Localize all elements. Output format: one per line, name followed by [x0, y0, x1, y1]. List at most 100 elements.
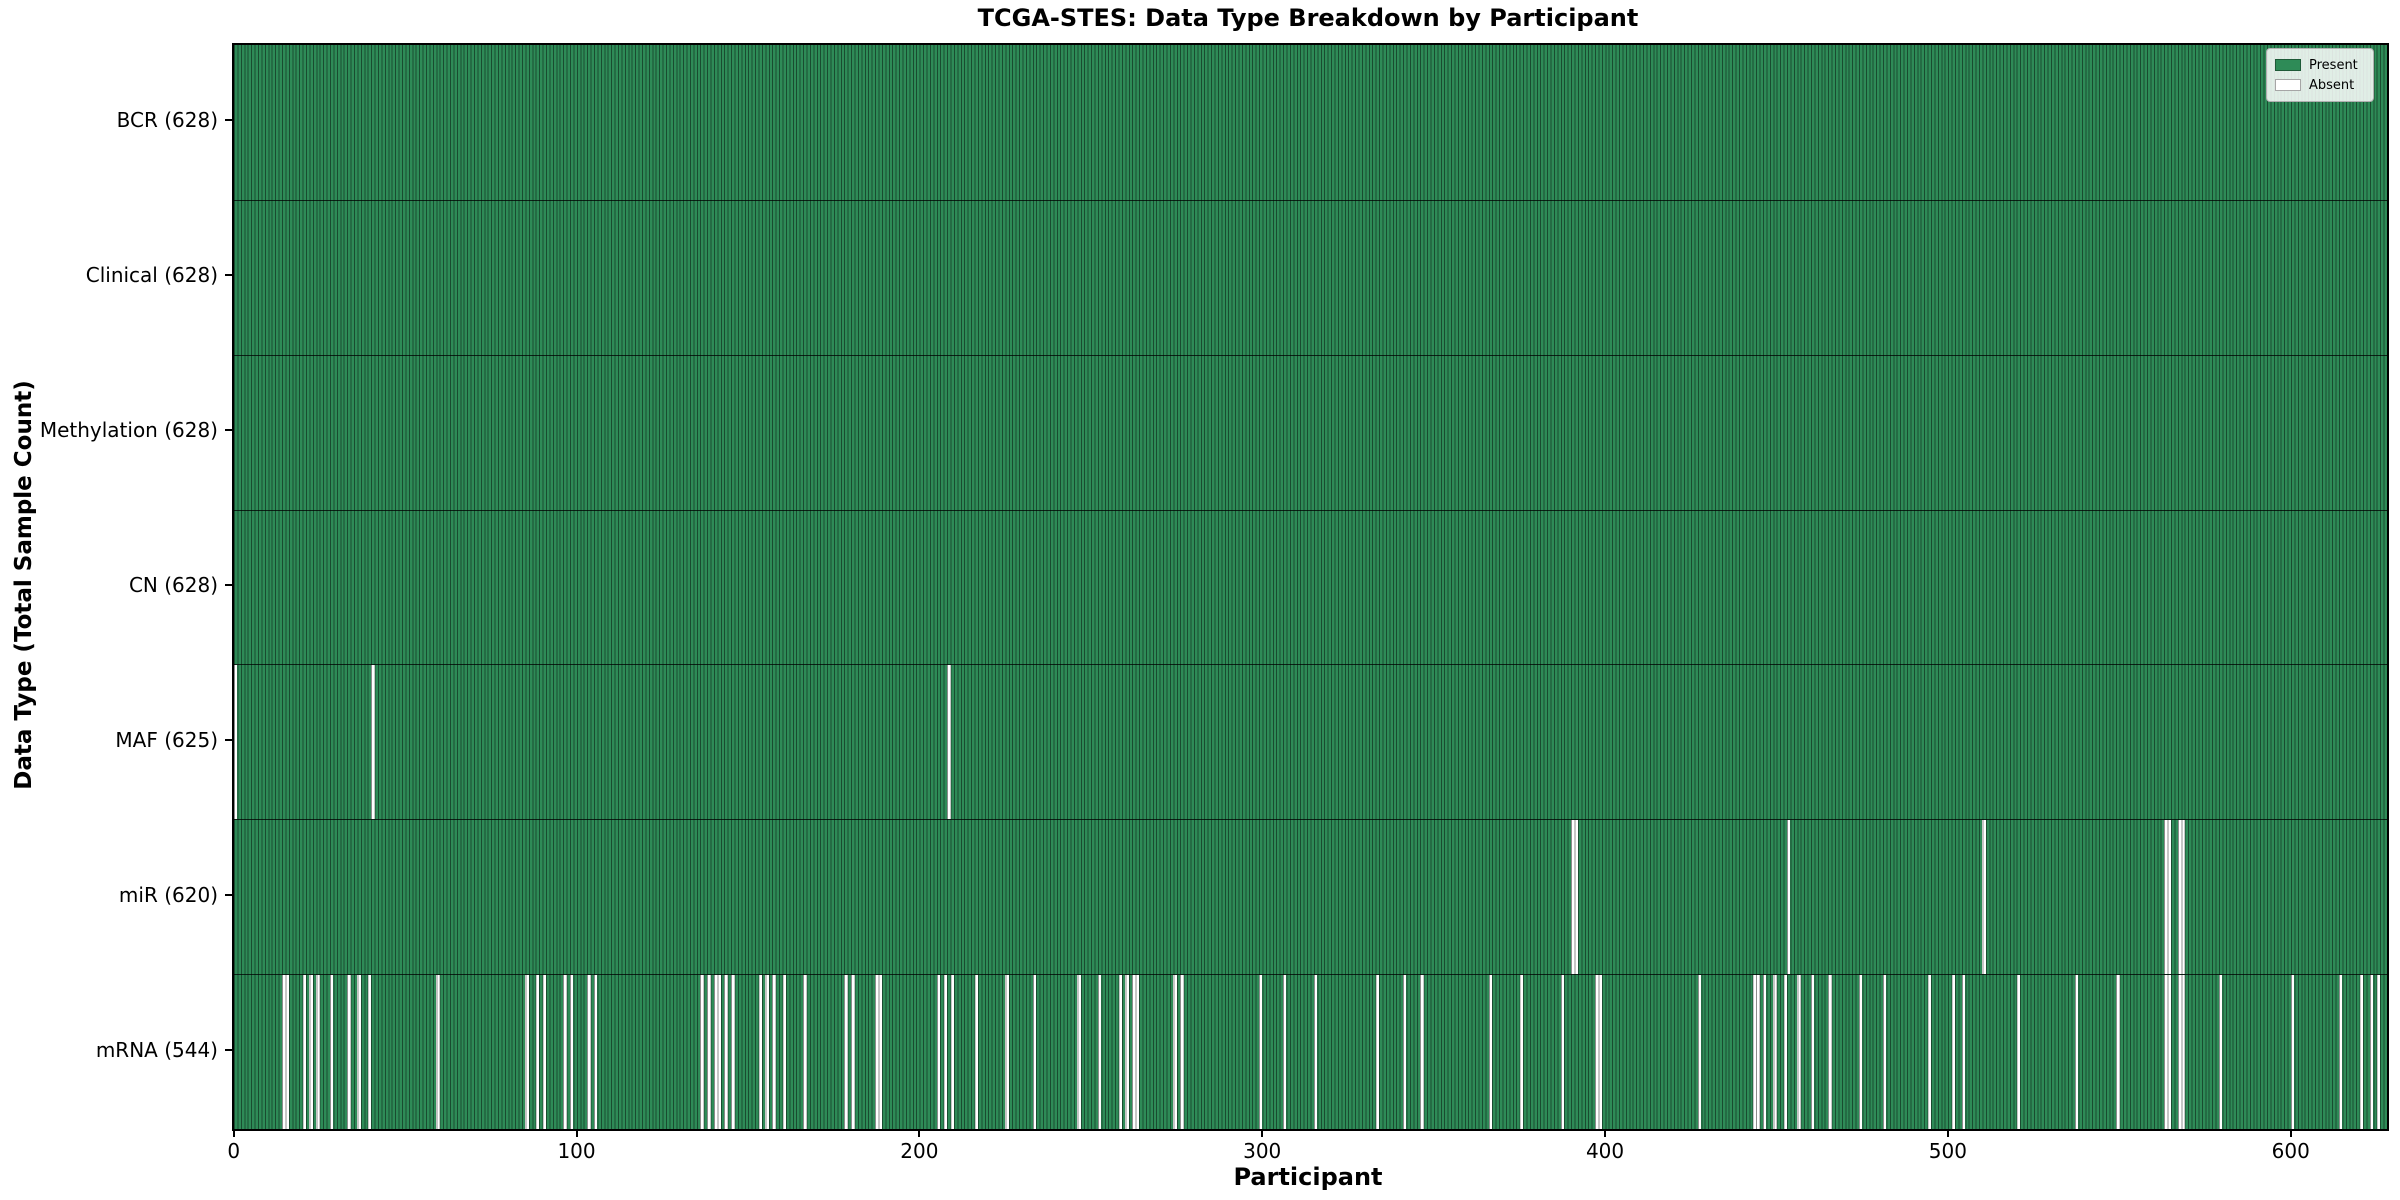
absent-stripe [2116, 975, 2120, 1129]
absent-stripe [285, 975, 289, 1129]
y-tick-label-bcr: BCR (628) [116, 108, 218, 133]
absent-stripe [1598, 975, 1602, 1129]
absent-stripe [2167, 820, 2171, 975]
absent-stripe [1773, 975, 1777, 1129]
x-tick-mark [232, 1129, 235, 1137]
absent-stripe [1420, 975, 1424, 1129]
x-tick-label-500: 500 [1928, 1139, 1967, 1163]
absent-stripe [2359, 975, 2363, 1129]
absent-stripe [1927, 975, 1932, 1129]
y-tick-label-maf: MAF (625) [115, 727, 218, 752]
absent-stripe [844, 975, 848, 1129]
chart-title: TCGA-STES: Data Type Breakdown by Partic… [977, 4, 1639, 32]
absent-stripe [724, 975, 728, 1129]
y-tick-mark [225, 893, 233, 896]
absent-stripe [1180, 975, 1184, 1129]
legend-entry-absent: Absent [2275, 75, 2365, 95]
absent-stripe [1005, 975, 1009, 1129]
absent-stripe [2219, 975, 2223, 1129]
absent-stripe [593, 975, 598, 1129]
y-tick-mark [225, 738, 233, 741]
absent-stripe [436, 975, 440, 1129]
y-tick-label-cn: CN (628) [128, 573, 218, 597]
absent-stripe [525, 975, 529, 1129]
absent-stripe [1173, 975, 1177, 1129]
absent-stripe [2376, 975, 2381, 1129]
legend: Present Absent [2266, 48, 2374, 102]
row-band-maf [234, 664, 2387, 820]
y-tick-mark [225, 274, 233, 277]
absent-stripe [772, 975, 776, 1129]
absent-stripe [329, 975, 334, 1129]
absent-stripe [2181, 820, 2185, 975]
absent-stripe [2177, 820, 2182, 975]
row-band-methylation [234, 354, 2387, 510]
x-axis-title: Participant [1233, 1163, 1383, 1191]
absent-stripe [563, 975, 567, 1129]
absent-stripe [1756, 975, 1760, 1129]
legend-swatch-present [2275, 59, 2301, 71]
absent-stripe [974, 975, 978, 1129]
x-tick-mark [1604, 1129, 1607, 1137]
absent-stripe [2181, 975, 2185, 1129]
x-tick-label-0: 0 [227, 1139, 241, 1163]
x-tick-label-300: 300 [1243, 1139, 1282, 1163]
absent-stripe [1574, 820, 1578, 975]
absent-stripe [1519, 975, 1524, 1129]
absent-stripe [851, 975, 855, 1129]
x-tick-mark [1261, 1129, 1264, 1137]
y-tick-label-mrna: mRNA (544) [95, 1037, 218, 1062]
absent-stripe [1859, 975, 1863, 1129]
absent-stripe [371, 665, 375, 820]
absent-stripe [2164, 820, 2168, 975]
x-tick-mark [1946, 1129, 1949, 1137]
x-tick-label-400: 400 [1585, 1139, 1625, 1163]
absent-stripe [1763, 975, 1767, 1129]
legend-entry-present: Present [2275, 55, 2365, 75]
absent-stripe [1961, 975, 1966, 1129]
absent-stripe [1403, 975, 1407, 1129]
plot-area [232, 43, 2389, 1131]
absent-stripe [316, 975, 320, 1129]
absent-stripe [1697, 975, 1702, 1129]
x-tick-mark [918, 1129, 921, 1137]
absent-stripe [713, 975, 718, 1129]
absent-stripe [542, 975, 546, 1129]
x-tick-label-100: 100 [557, 1139, 596, 1163]
row-band-cn [234, 509, 2387, 665]
x-tick-mark [2289, 1129, 2292, 1137]
absent-stripe [367, 975, 372, 1129]
row-band-mir [234, 819, 2387, 975]
absent-stripe [2339, 975, 2343, 1129]
absent-stripe [535, 975, 540, 1129]
absent-stripe [2164, 975, 2168, 1129]
absent-stripe [803, 975, 807, 1129]
absent-stripe [1787, 820, 1791, 975]
absent-stripe [1571, 820, 1575, 975]
y-tick-mark [225, 1048, 233, 1051]
y-tick-label-mir: miR (620) [118, 882, 218, 907]
absent-stripe [1982, 820, 1986, 975]
absent-stripe [765, 975, 769, 1129]
row-band-clinical [234, 199, 2387, 355]
absent-stripe [587, 975, 591, 1129]
absent-stripe [782, 975, 786, 1129]
absent-stripe [707, 975, 711, 1129]
row-band-bcr [234, 45, 2387, 200]
y-tick-mark [225, 429, 233, 432]
absent-stripe [950, 975, 954, 1129]
absent-stripe [1752, 975, 1757, 1129]
absent-stripe [569, 975, 574, 1129]
absent-stripe [281, 975, 286, 1129]
absent-stripe [302, 975, 306, 1129]
y-tick-mark [225, 119, 233, 122]
absent-stripe [2291, 975, 2295, 1129]
absent-stripe [947, 665, 951, 820]
absent-stripe [357, 975, 361, 1129]
absent-stripe [1313, 975, 1318, 1129]
y-tick-mark [225, 584, 233, 586]
y-tick-label-methylation: Methylation (628) [39, 418, 218, 443]
absent-stripe [2177, 975, 2182, 1129]
absent-stripe [1077, 975, 1081, 1129]
